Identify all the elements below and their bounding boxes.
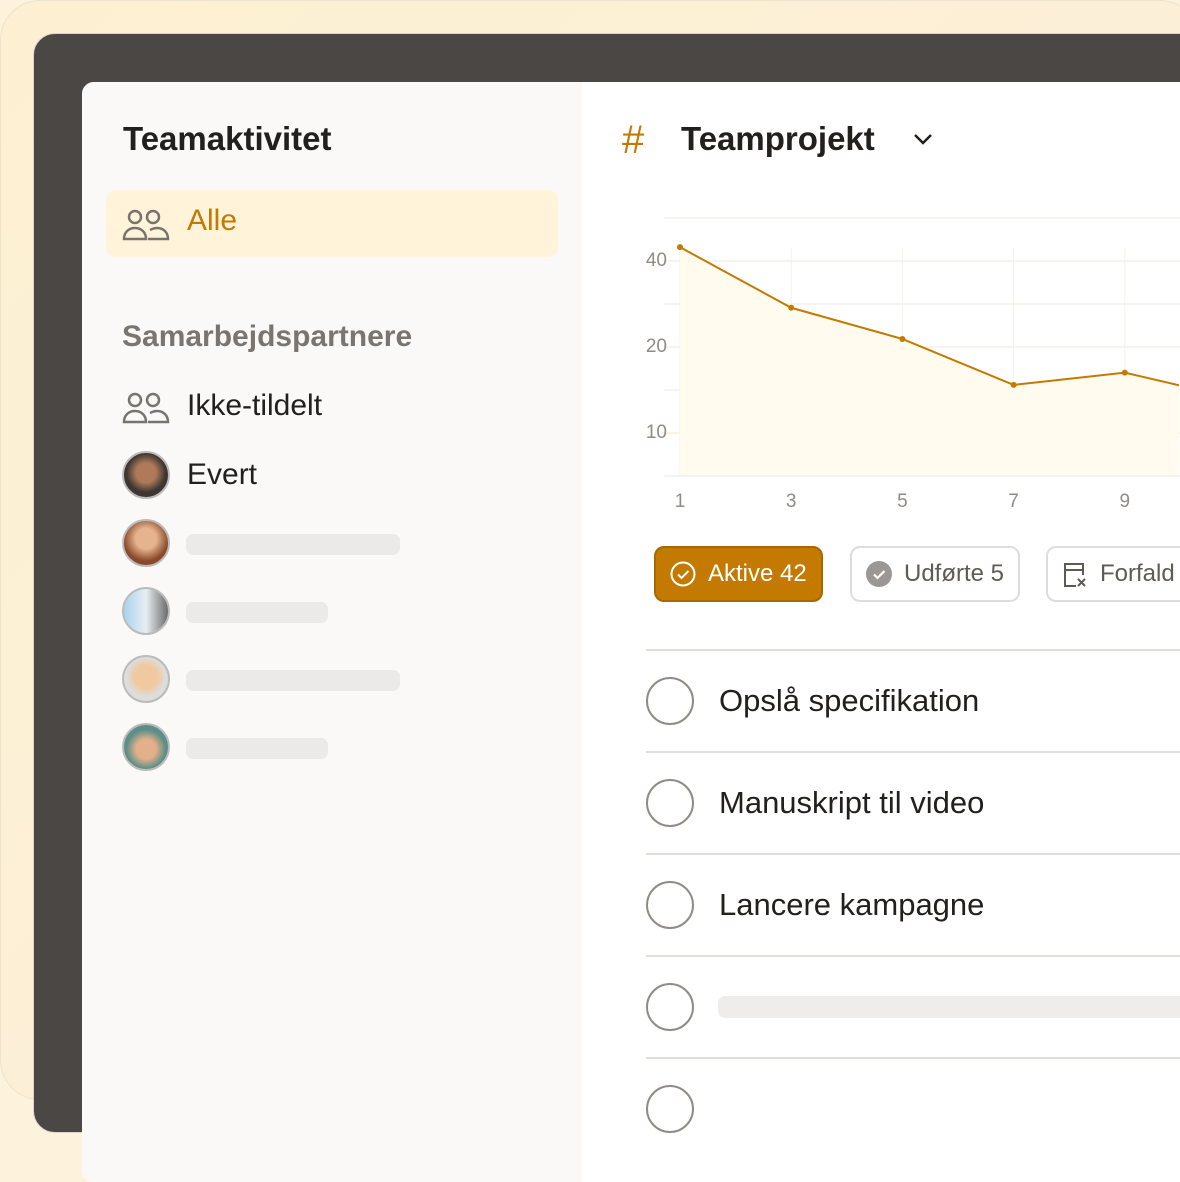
project-title[interactable]: Teamprojekt [681,120,875,157]
x-tick-label: 7 [1008,491,1019,512]
area-fill [680,247,1179,475]
chevron-down-icon[interactable] [912,132,934,146]
data-point [1010,381,1017,388]
avatar [122,587,170,635]
check-filled-icon [866,561,892,587]
task-row[interactable] [646,955,1180,1057]
collaborator-evert[interactable]: Evert [122,451,542,501]
filter-label: Udførte 5 [904,560,1005,587]
data-point [899,335,906,342]
collaborator[interactable] [122,723,542,773]
app-window: Teamaktivitet Alle Samarbejdspartnere Ik… [82,82,1180,1182]
x-tick-label: 1 [675,491,686,512]
filter-label: Aktive 42 [708,560,807,587]
calendar-x-icon [1064,563,1086,587]
users-icon [122,392,170,424]
sidebar: Teamaktivitet Alle Samarbejdspartnere Ik… [82,82,582,1182]
x-tick-label: 5 [897,491,908,512]
collaborator[interactable] [122,519,542,569]
y-tick-label: 40 [646,250,667,271]
sidebar-item-label: Alle [187,204,238,237]
filter-active[interactable]: Aktive 42 [654,546,823,602]
main-panel: # Teamprojekt Aktive 42 Udførte 5 Forfal… [582,82,1180,1182]
task-title: Lancere kampagne [719,887,985,922]
data-point [677,244,683,251]
section-heading: Samarbejdspartnere [122,320,413,353]
avatar [122,451,170,499]
collaborator-unassigned[interactable]: Ikke-tildelt [122,382,542,432]
series-line [679,246,1179,387]
sidebar-item-all[interactable]: Alle [106,190,558,257]
task-checkbox[interactable] [646,983,694,1031]
y-tick-label: 20 [646,336,667,357]
task-title: Manuskript til video [719,785,985,820]
data-point [788,304,795,311]
x-tick-label: 9 [1120,491,1131,512]
collaborator[interactable] [122,655,542,705]
hash-icon: # [622,118,645,162]
collaborator[interactable] [122,587,542,637]
task-checkbox[interactable] [646,677,694,725]
task-title: Opslå specifikation [719,683,980,718]
name-placeholder [186,534,400,555]
filter-completed[interactable]: Udførte 5 [850,546,1021,602]
avatar [122,723,170,771]
data-point [1121,369,1128,376]
collaborator-name: Ikke-tildelt [187,389,323,422]
users-icon [122,209,170,241]
collaborator-name: Evert [187,458,258,491]
name-placeholder [186,738,328,759]
x-tick-label: 3 [786,491,797,512]
filter-label: Forfald [1100,560,1175,587]
task-checkbox[interactable] [646,779,694,827]
name-placeholder [186,670,400,691]
check-circle-icon [670,561,696,587]
task-checkbox[interactable] [646,881,694,929]
task-row[interactable]: Lancere kampagne [646,853,1180,955]
filter-overdue[interactable]: Forfald [1046,546,1180,602]
task-placeholder [718,996,1180,1018]
task-row[interactable]: Manuskript til video [646,751,1180,853]
sidebar-title: Teamaktivitet [123,120,332,157]
name-placeholder [186,602,328,623]
activity-chart: 1 3 5 7 9 40 20 10 [646,217,1180,512]
avatar [122,519,170,567]
task-row[interactable]: Opslå specifikation [646,649,1180,751]
y-tick-label: 10 [646,422,667,443]
avatar [122,655,170,703]
